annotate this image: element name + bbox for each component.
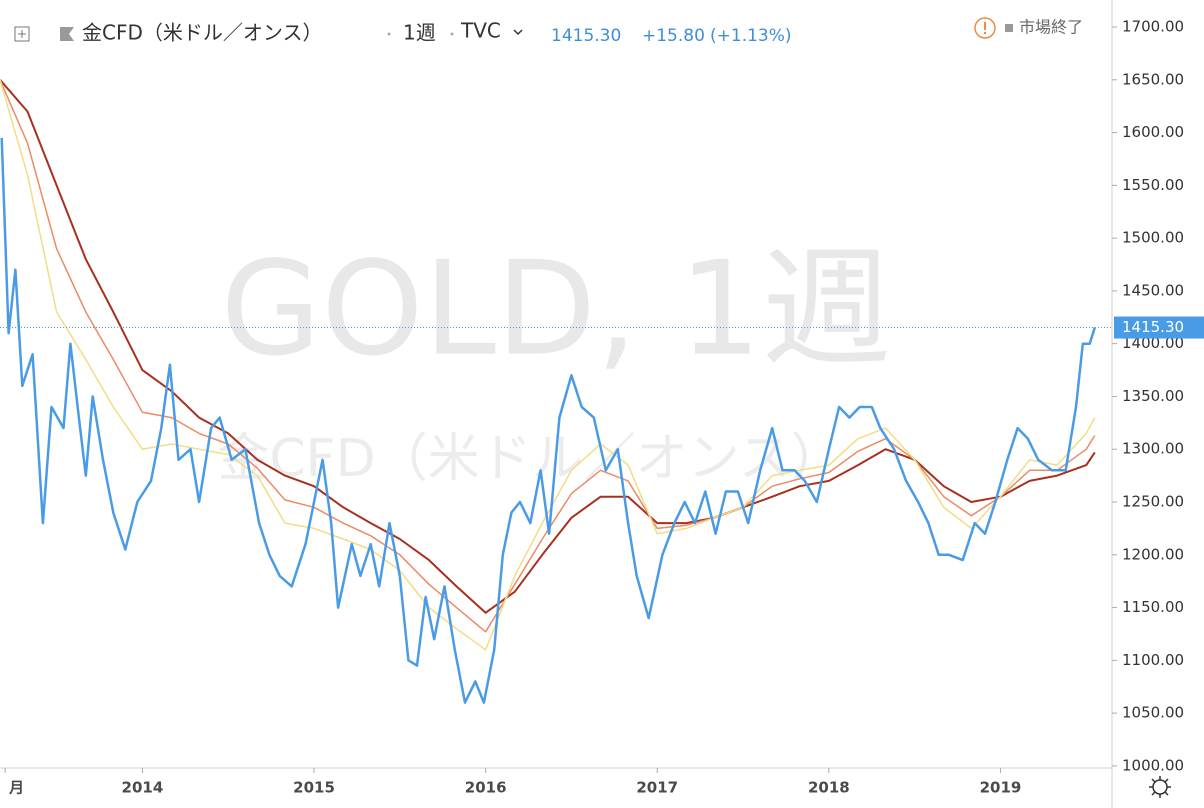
watermark-title: GOLD, 1週 (221, 233, 892, 385)
gear-teeth (1149, 776, 1171, 798)
header: 金CFD（米ドル／オンス） 1週 TVC 1415.30 +15.80 (+1.… (14, 17, 1083, 46)
line-series (0, 79, 1096, 633)
status: 市場終了 (1019, 18, 1083, 37)
interval[interactable]: 1週 (403, 21, 436, 45)
exchange[interactable]: TVC (460, 19, 501, 43)
y-tick-label: 1100.00 (1122, 651, 1184, 669)
y-tick-label: 1500.00 (1122, 229, 1184, 247)
x-tick-label: 2017 (636, 779, 678, 797)
y-tick-label: 1400.00 (1122, 334, 1184, 352)
y-tick-label: 1350.00 (1122, 387, 1184, 405)
y-tick-label: 1600.00 (1122, 123, 1184, 141)
gear[interactable] (1152, 779, 1168, 795)
chevron[interactable] (513, 29, 523, 36)
separator (387, 32, 391, 36)
y-tick-label: 1300.00 (1122, 440, 1184, 458)
x-tick-label: 2016 (465, 779, 507, 797)
plot (0, 79, 1096, 704)
line-series (0, 79, 1096, 614)
watermark: GOLD, 1週 金CFD（米ドル／オンス） (217, 233, 891, 489)
separator (450, 32, 454, 36)
y-tick-label: 1450.00 (1122, 281, 1184, 299)
line-series (0, 79, 1096, 651)
line-series (0, 137, 1096, 704)
watermark-subtitle: 金CFD（米ドル／オンス） (217, 429, 842, 489)
last-price-box (1114, 316, 1204, 339)
price: 1415.30 (551, 26, 621, 46)
change-pct: (+1.13%) (710, 26, 792, 46)
last-price-label: 1415.30 (1122, 318, 1184, 336)
y-tick-label: 1150.00 (1122, 598, 1184, 616)
y-tick-label: 1550.00 (1122, 176, 1184, 194)
y-tick-label: 1250.00 (1122, 493, 1184, 511)
y-tick-label: 1050.00 (1122, 704, 1184, 722)
status-icon (1005, 24, 1013, 32)
y-tick-label: 1700.00 (1122, 18, 1184, 36)
expand-icon[interactable] (14, 26, 30, 42)
symbol[interactable]: 金CFD（米ドル／オンス） (82, 21, 322, 45)
y-tick-label: 1650.00 (1122, 70, 1184, 88)
x-tick-label: 月 (8, 779, 24, 797)
y-tick-label: 1200.00 (1122, 545, 1184, 563)
flag-icon[interactable] (60, 27, 74, 41)
x-tick-label: 2018 (808, 779, 850, 797)
x-tick-label: 2019 (980, 779, 1022, 797)
x-tick-label: 2014 (122, 779, 164, 797)
y-tick-label: 1000.00 (1122, 756, 1184, 774)
x-tick-label: 2015 (293, 779, 335, 797)
expand-icon-plus (18, 30, 26, 38)
settings-icon[interactable] (1149, 776, 1171, 798)
change: +15.80 (642, 26, 705, 46)
